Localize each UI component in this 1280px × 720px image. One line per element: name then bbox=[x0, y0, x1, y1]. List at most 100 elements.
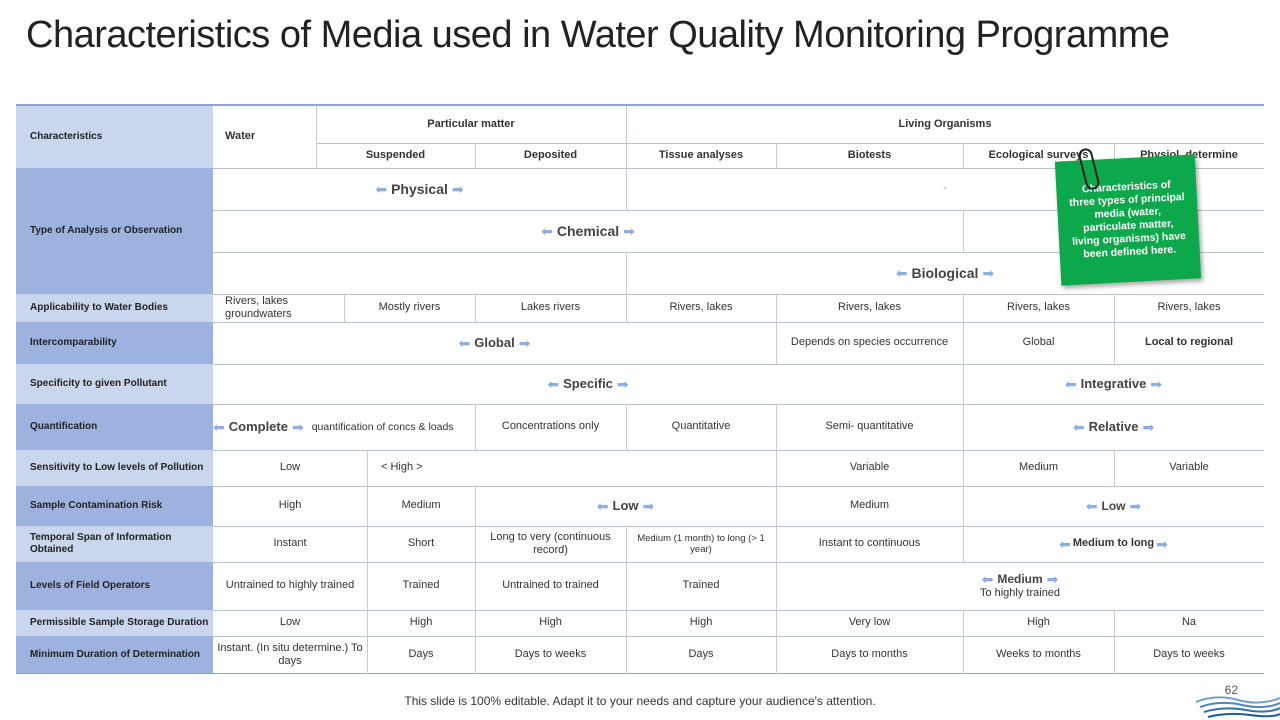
cell-temporal-deposited: Long to very (continuous record) bbox=[490, 530, 611, 556]
divider bbox=[963, 143, 964, 168]
divider bbox=[626, 562, 627, 610]
divider bbox=[316, 106, 317, 168]
cell-storage-water: Low bbox=[279, 616, 301, 629]
header-living: Living Organisms bbox=[898, 117, 992, 130]
cell-operators-medium: ⬅ Medium ➡ To highly trained bbox=[979, 571, 1061, 599]
header-tissue: Tissue analyses bbox=[658, 148, 744, 161]
divider bbox=[1114, 143, 1115, 168]
operators-medium-row: ⬅ Medium ➡ bbox=[981, 571, 1059, 588]
arrow-left-icon: ⬅ bbox=[1059, 536, 1071, 552]
arrow-right-icon: ➡ bbox=[1142, 419, 1155, 435]
arrow-right-icon: ➡ bbox=[982, 265, 995, 281]
divider bbox=[213, 210, 1264, 211]
divider bbox=[776, 610, 777, 674]
divider bbox=[963, 486, 964, 526]
header-characteristics: Characteristics bbox=[16, 106, 213, 168]
arrow-left-icon: ⬅ bbox=[1085, 498, 1098, 514]
divider bbox=[213, 450, 1264, 451]
cell-applicability-suspended: Mostly rivers bbox=[378, 301, 441, 314]
divider bbox=[963, 610, 964, 674]
arrow-left-icon: ⬅ bbox=[541, 223, 553, 239]
arrow-left-icon: ⬅ bbox=[1064, 376, 1077, 392]
divider bbox=[367, 610, 368, 674]
divider bbox=[1114, 294, 1115, 322]
row-label-sensitivity: Sensitivity to Low levels of Pollution bbox=[16, 450, 213, 486]
divider bbox=[963, 526, 964, 562]
header-water: Water bbox=[225, 130, 256, 143]
divider bbox=[626, 404, 627, 450]
divider bbox=[475, 526, 476, 562]
divider bbox=[213, 322, 1264, 323]
divider bbox=[367, 486, 368, 526]
divider bbox=[213, 486, 1264, 487]
cell-specific: ⬅ Specific ➡ bbox=[547, 376, 629, 392]
arrow-left-icon: ⬅ bbox=[1072, 419, 1085, 435]
divider bbox=[213, 562, 1264, 563]
divider bbox=[213, 404, 1264, 405]
cell-intercomp-local: Local to regional bbox=[1144, 336, 1233, 349]
cell-sens-var: Variable bbox=[849, 461, 890, 474]
arrow-right-icon: ➡ bbox=[1129, 498, 1142, 514]
divider bbox=[316, 143, 1264, 144]
cell-sens-high: < High > bbox=[381, 461, 423, 474]
arrow-right-icon: ➡ bbox=[623, 223, 635, 239]
cell-physical: ⬅ Physical ➡ bbox=[375, 180, 464, 197]
header-particulate: Particular matter bbox=[427, 117, 515, 130]
cell-mindur-tissue: Days bbox=[688, 648, 714, 661]
cell-conc-only: Concentrations only bbox=[501, 420, 600, 433]
arrow-right-icon: ➡ bbox=[291, 419, 304, 435]
divider bbox=[213, 526, 1264, 527]
cell-integrative: ⬅ Integrative ➡ bbox=[1064, 376, 1163, 392]
cell-mindur-suspended: Days bbox=[408, 648, 434, 661]
divider bbox=[776, 526, 777, 562]
cell-semi: Semi- quantitative bbox=[825, 420, 914, 433]
arrow-right-icon: ➡ bbox=[518, 335, 531, 351]
divider bbox=[776, 294, 777, 322]
cell-contam-low2: ⬅ Low ➡ bbox=[1085, 498, 1142, 514]
divider bbox=[963, 404, 964, 450]
divider bbox=[475, 562, 476, 610]
arrow-right-icon: ➡ bbox=[642, 498, 655, 514]
row-label-temporal: Temporal Span of Information Obtained bbox=[16, 526, 213, 562]
divider bbox=[776, 404, 777, 450]
divider bbox=[1114, 450, 1115, 486]
arrow-left-icon: ⬅ bbox=[895, 265, 908, 281]
row-label-type: Type of Analysis or Observation bbox=[16, 168, 213, 294]
header-deposited: Deposited bbox=[523, 148, 578, 161]
divider bbox=[626, 294, 627, 322]
divider bbox=[626, 252, 627, 294]
divider bbox=[367, 450, 368, 486]
cell-temporal-med-long: ⬅ Medium to long ➡ bbox=[1059, 536, 1168, 552]
cell-sens-low: Low bbox=[279, 461, 301, 474]
row-label-quantification: Quantification bbox=[16, 404, 213, 450]
divider bbox=[213, 294, 1264, 295]
table-bottom-border bbox=[16, 673, 1264, 674]
row-label-operators: Levels of Field Operators bbox=[16, 562, 213, 610]
cell-temporal-tissue: Medium (1 month) to long (> 1 year) bbox=[637, 532, 765, 555]
cell-physical-living: - bbox=[943, 182, 947, 195]
divider bbox=[213, 168, 1264, 169]
divider bbox=[963, 294, 964, 322]
cell-storage-ecological: High bbox=[1027, 616, 1050, 629]
cell-mindur-water: Instant. (In situ determine.) To days bbox=[217, 641, 363, 667]
cell-contam-med2: Medium bbox=[849, 499, 890, 512]
table-top-border bbox=[16, 104, 1264, 106]
cell-storage-suspended: High bbox=[409, 616, 433, 629]
divider bbox=[367, 526, 368, 562]
divider bbox=[1114, 610, 1115, 674]
divider bbox=[475, 404, 476, 450]
divider bbox=[1114, 322, 1115, 364]
arrow-left-icon: ⬅ bbox=[375, 181, 388, 197]
cell-intercomp-depends: Depends on species occurrence bbox=[790, 336, 949, 349]
header-biotests: Biotests bbox=[847, 148, 892, 161]
arrow-right-icon: ➡ bbox=[451, 181, 464, 197]
divider bbox=[475, 143, 476, 168]
cell-intercomp-global2: Global bbox=[1022, 336, 1055, 349]
cell-applicability-ecological: Rivers, lakes bbox=[1007, 301, 1070, 314]
divider bbox=[367, 562, 368, 610]
cell-contam-low: ⬅ Low ➡ bbox=[596, 498, 655, 514]
arrow-right-icon: ➡ bbox=[1046, 571, 1059, 588]
characteristics-table: Characteristics Type of Analysis or Obse… bbox=[16, 104, 1264, 674]
cell-mindur-ecological: Weeks to months bbox=[996, 648, 1081, 661]
row-label-storage: Permissible Sample Storage Duration bbox=[16, 610, 213, 636]
